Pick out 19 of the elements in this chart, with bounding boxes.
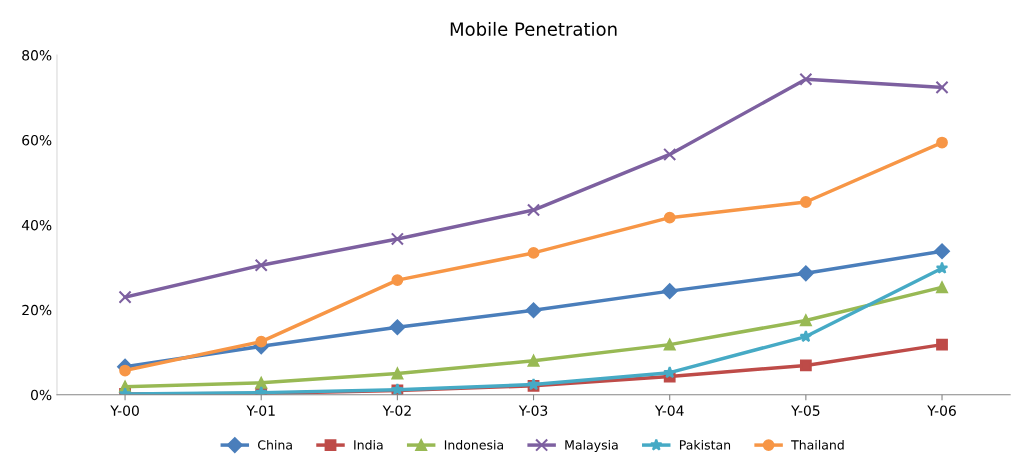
x-tick-label: Y-03 bbox=[518, 405, 548, 416]
x-tick-label: Y-02 bbox=[382, 405, 411, 416]
x-tick-label: Y-01 bbox=[246, 405, 275, 416]
legend-label: China bbox=[258, 439, 292, 450]
y-tick-label: 80% bbox=[22, 50, 52, 61]
legend-label: Pakistan bbox=[679, 439, 731, 450]
x-tick-label: Y-06 bbox=[927, 405, 956, 416]
legend-label: Indonesia bbox=[444, 439, 503, 450]
y-tick-label: 60% bbox=[22, 134, 52, 146]
legend-label: Thailand bbox=[791, 439, 844, 450]
chart-title: Mobile Penetration bbox=[450, 21, 617, 36]
y-tick-label: 20% bbox=[22, 304, 52, 316]
x-tick-label: Y-04 bbox=[654, 405, 684, 416]
legend-label: Malaysia bbox=[565, 439, 618, 453]
legend-label: India bbox=[354, 439, 383, 450]
x-tick-label: Y-00 bbox=[110, 405, 139, 416]
y-tick-label: 40% bbox=[21, 219, 52, 231]
x-tick-label: Y-05 bbox=[791, 405, 820, 416]
y-tick-label: 0% bbox=[31, 389, 52, 401]
